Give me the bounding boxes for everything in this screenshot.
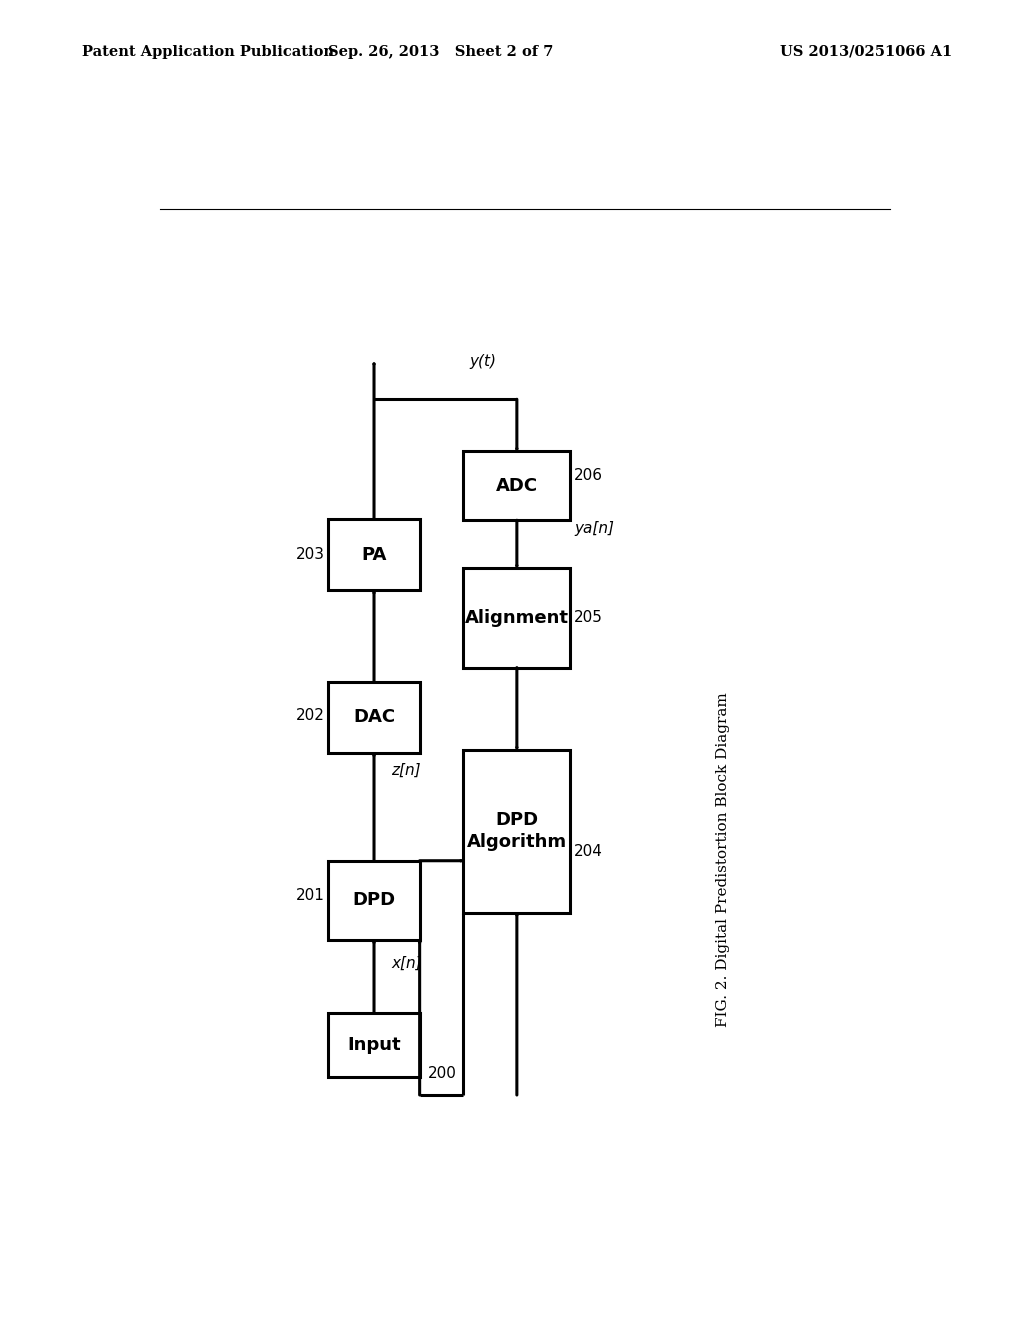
Text: PA: PA xyxy=(361,545,387,564)
Text: ADC: ADC xyxy=(496,477,538,495)
Bar xyxy=(329,519,420,590)
Text: 202: 202 xyxy=(296,708,325,723)
Bar xyxy=(329,1012,420,1077)
Text: US 2013/0251066 A1: US 2013/0251066 A1 xyxy=(780,45,952,59)
Text: 204: 204 xyxy=(574,843,603,859)
Bar xyxy=(463,568,570,668)
Text: z[n]: z[n] xyxy=(391,763,421,777)
Text: 205: 205 xyxy=(574,610,603,626)
Bar xyxy=(463,750,570,912)
Text: 201: 201 xyxy=(296,888,325,903)
Text: y(t): y(t) xyxy=(469,354,497,370)
Bar xyxy=(329,861,420,940)
Text: ya[n]: ya[n] xyxy=(574,521,614,536)
Text: DPD: DPD xyxy=(352,891,395,909)
Text: x[n]: x[n] xyxy=(391,956,422,972)
Text: 203: 203 xyxy=(296,548,325,562)
Text: FIG. 2. Digital Predistortion Block Diagram: FIG. 2. Digital Predistortion Block Diag… xyxy=(716,693,730,1027)
Bar xyxy=(463,451,570,520)
Text: DPD
Algorithm: DPD Algorithm xyxy=(467,812,567,851)
Text: Input: Input xyxy=(347,1036,400,1053)
Text: Sep. 26, 2013   Sheet 2 of 7: Sep. 26, 2013 Sheet 2 of 7 xyxy=(328,45,553,59)
Text: 200: 200 xyxy=(428,1067,457,1081)
Text: Alignment: Alignment xyxy=(465,609,569,627)
Text: Patent Application Publication: Patent Application Publication xyxy=(82,45,334,59)
Text: DAC: DAC xyxy=(353,709,395,726)
Bar xyxy=(329,682,420,752)
Text: 206: 206 xyxy=(574,469,603,483)
